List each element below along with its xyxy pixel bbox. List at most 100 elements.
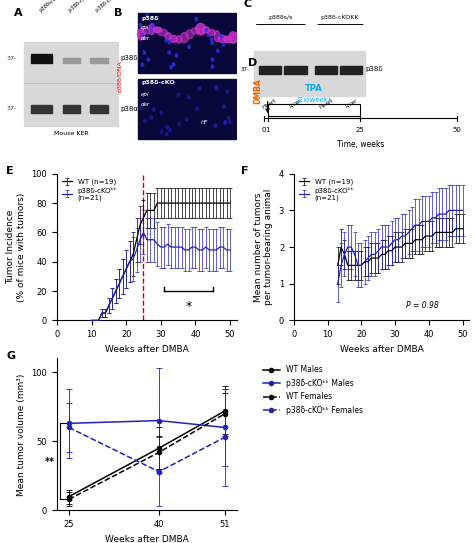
Ellipse shape xyxy=(173,62,175,66)
Text: G: G xyxy=(7,351,16,361)
Text: 37-: 37- xyxy=(7,106,17,111)
Ellipse shape xyxy=(165,39,168,42)
Ellipse shape xyxy=(224,121,227,124)
Bar xyxy=(315,66,337,73)
Ellipse shape xyxy=(158,29,167,36)
Ellipse shape xyxy=(215,85,217,89)
Ellipse shape xyxy=(229,121,232,124)
X-axis label: Weeks after DMBA: Weeks after DMBA xyxy=(105,345,189,353)
Text: C: C xyxy=(244,0,252,9)
Ellipse shape xyxy=(137,29,145,40)
Ellipse shape xyxy=(165,132,168,136)
Text: 1: 1 xyxy=(265,127,270,132)
Text: Mouse KER: Mouse KER xyxy=(54,131,89,136)
Ellipse shape xyxy=(224,121,227,124)
Text: 50: 50 xyxy=(452,127,461,132)
Ellipse shape xyxy=(160,130,163,134)
Ellipse shape xyxy=(170,66,173,69)
Ellipse shape xyxy=(207,34,210,37)
Y-axis label: Mean tumor volume (mm³): Mean tumor volume (mm³) xyxy=(17,373,26,496)
Ellipse shape xyxy=(153,27,162,33)
Ellipse shape xyxy=(222,105,225,108)
Ellipse shape xyxy=(139,106,142,110)
Text: p38δ-cKOKK: p38δ-cKOKK xyxy=(321,15,359,20)
Ellipse shape xyxy=(152,108,155,111)
Bar xyxy=(31,54,52,63)
Text: p38δs/s: p38δs/s xyxy=(269,15,293,20)
Legend: WT (n=19), p38δ-cKOᵏᵏ
(n=21): WT (n=19), p38δ-cKOᵏᵏ (n=21) xyxy=(60,177,118,203)
Text: Liver: Liver xyxy=(289,98,302,109)
Text: p38δ: p38δ xyxy=(120,55,138,61)
Legend: WT Males, p38δ-cKOᵏᵏ Males, WT Females, p38δ-cKOᵏᵏ Females: WT Males, p38δ-cKOᵏᵏ Males, WT Females, … xyxy=(260,362,366,418)
Ellipse shape xyxy=(181,33,188,43)
Text: epi: epi xyxy=(141,92,149,97)
Ellipse shape xyxy=(175,54,178,57)
Text: HF: HF xyxy=(201,121,208,125)
Ellipse shape xyxy=(160,111,163,114)
Ellipse shape xyxy=(168,51,171,54)
Ellipse shape xyxy=(214,124,217,128)
Ellipse shape xyxy=(191,28,200,34)
Text: Heart: Heart xyxy=(262,98,278,110)
Ellipse shape xyxy=(208,30,215,36)
Ellipse shape xyxy=(186,30,194,39)
Ellipse shape xyxy=(176,36,182,43)
Ellipse shape xyxy=(226,90,228,93)
Bar xyxy=(267,104,360,116)
Text: *: * xyxy=(185,300,191,313)
Text: D: D xyxy=(247,58,257,67)
Ellipse shape xyxy=(185,118,188,121)
Bar xyxy=(63,105,81,112)
Text: p38δ-cKOKK (#2): p38δ-cKOKK (#2) xyxy=(95,0,133,14)
Ellipse shape xyxy=(150,116,153,119)
Y-axis label: Mean number of tumors
per tumor-bearing animal: Mean number of tumors per tumor-bearing … xyxy=(254,189,273,305)
Bar xyxy=(340,66,362,73)
Text: p38δ: p38δ xyxy=(141,16,158,21)
Ellipse shape xyxy=(203,27,210,33)
Ellipse shape xyxy=(166,125,169,129)
Text: P = 0.98: P = 0.98 xyxy=(406,300,438,310)
Text: 37-: 37- xyxy=(241,66,250,72)
Text: Heart: Heart xyxy=(319,98,334,110)
Ellipse shape xyxy=(188,45,191,48)
X-axis label: Weeks after DMBA: Weeks after DMBA xyxy=(105,535,189,543)
Text: E: E xyxy=(7,167,14,176)
Ellipse shape xyxy=(142,34,144,37)
Text: der: der xyxy=(141,102,150,107)
Bar xyxy=(63,58,81,63)
Text: A: A xyxy=(14,8,22,18)
Text: p38α: p38α xyxy=(120,105,138,112)
Ellipse shape xyxy=(146,14,148,17)
Ellipse shape xyxy=(222,43,225,46)
Ellipse shape xyxy=(216,87,218,91)
Ellipse shape xyxy=(173,81,175,84)
Ellipse shape xyxy=(168,41,171,44)
Ellipse shape xyxy=(142,28,151,34)
Ellipse shape xyxy=(211,65,214,68)
Bar xyxy=(284,66,307,73)
Text: p38δ/DNA: p38δ/DNA xyxy=(118,60,123,92)
Ellipse shape xyxy=(211,58,214,61)
Text: 37-: 37- xyxy=(7,56,17,61)
Bar xyxy=(259,66,281,73)
Ellipse shape xyxy=(143,51,146,54)
Ellipse shape xyxy=(150,29,153,33)
Text: der: der xyxy=(141,36,150,41)
Text: p38δ: p38δ xyxy=(366,66,383,72)
Y-axis label: Tumor Incidence
(% of mice with tumors): Tumor Incidence (% of mice with tumors) xyxy=(7,192,26,302)
Text: F: F xyxy=(241,167,249,176)
X-axis label: Weeks after DMBA: Weeks after DMBA xyxy=(340,345,423,353)
Ellipse shape xyxy=(178,122,181,125)
Legend: WT (n=19), p38δ-cKOᵏᵏ
(n=21): WT (n=19), p38δ-cKOᵏᵏ (n=21) xyxy=(297,177,356,203)
Ellipse shape xyxy=(169,128,171,131)
Ellipse shape xyxy=(198,87,201,90)
Text: p38δ-cKO: p38δ-cKO xyxy=(141,80,175,85)
Text: Time, weeks: Time, weeks xyxy=(337,140,384,149)
Bar xyxy=(90,105,108,112)
Ellipse shape xyxy=(228,32,238,43)
Ellipse shape xyxy=(147,58,150,61)
Ellipse shape xyxy=(141,63,144,66)
Ellipse shape xyxy=(195,17,198,21)
Ellipse shape xyxy=(149,24,155,35)
Bar xyxy=(31,105,52,112)
